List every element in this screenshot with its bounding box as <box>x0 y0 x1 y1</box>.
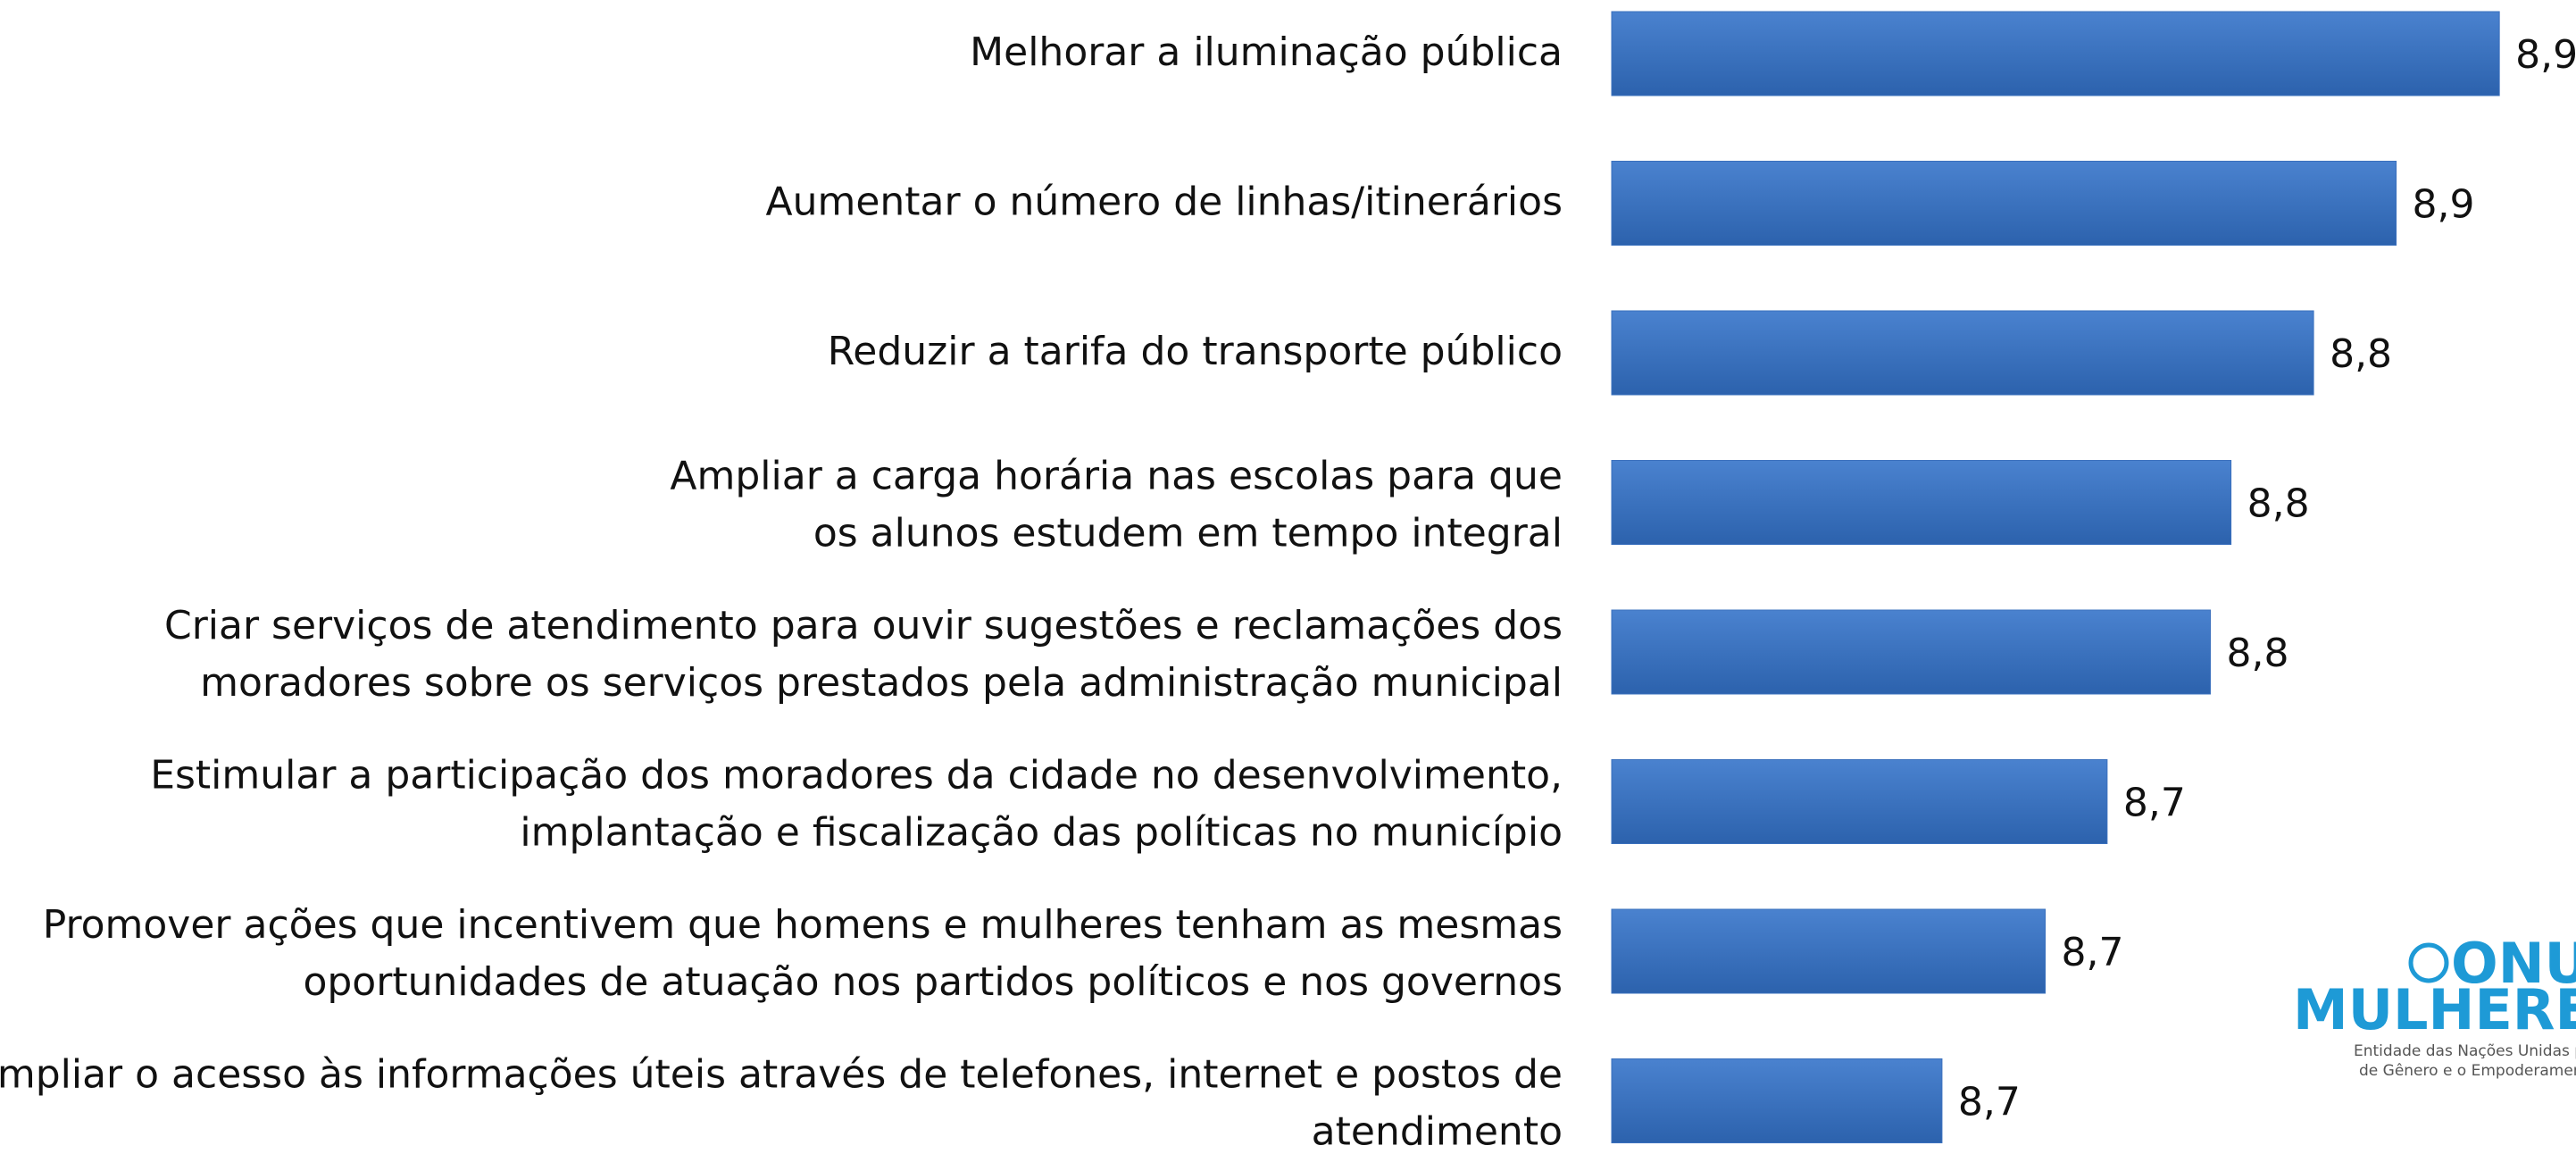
category-label: Melhorar a iluminação pública <box>970 29 1563 75</box>
value-label: 8,7 <box>2062 930 2124 975</box>
bar <box>1611 908 2047 994</box>
bar <box>1611 310 2314 396</box>
logo-subtext: Entidade das Nações Unidas para <box>2354 1042 2576 1060</box>
value-label: 8,8 <box>2226 631 2288 676</box>
category-label: moradores sobre os serviços prestados pe… <box>200 660 1563 706</box>
value-label: 8,7 <box>1958 1080 2021 1125</box>
category-label: Criar serviços de atendimento para ouvir… <box>164 603 1563 648</box>
category-label: Ampliar a carga horária nas escolas para… <box>670 454 1563 499</box>
category-label: Estimular a participação dos moradores d… <box>150 753 1563 799</box>
bar <box>1611 161 2397 246</box>
category-label: implantação e fiscalização das políticas… <box>520 810 1563 856</box>
bar <box>1611 1058 1943 1143</box>
bar <box>1611 460 2232 545</box>
value-label: 8,9 <box>2413 182 2475 228</box>
logo-text: MULHERES <box>2293 977 2576 1042</box>
category-label: oportunidades de atuação nos partidos po… <box>303 959 1563 1005</box>
category-label: Aumentar o número de linhas/itinerários <box>765 180 1563 225</box>
value-label: 8,9 <box>2515 32 2576 78</box>
category-label: Reduzir a tarifa do transporte público <box>828 329 1563 374</box>
bar <box>1611 609 2211 695</box>
value-label: 8,8 <box>2330 331 2392 377</box>
logo-subtext: de Gênero e o Empoderamento d <box>2359 1062 2576 1080</box>
logo-emblem <box>2408 942 2449 983</box>
logo-text: ONU <box>2451 931 2576 996</box>
value-label: 8,7 <box>2123 781 2186 826</box>
category-label: Promover ações que incentivem que homens… <box>43 902 1563 948</box>
bar <box>1611 11 2500 96</box>
bar <box>1611 759 2108 844</box>
value-label: 8,8 <box>2247 481 2310 527</box>
category-label: atendimento <box>1312 1109 1563 1154</box>
category-label: os alunos estudem em tempo integral <box>813 511 1563 556</box>
logo: ONU MULHERES Entidade das Nações Unidas … <box>2293 931 2576 1080</box>
category-label: Ampliar o acesso às informações úteis at… <box>0 1052 1563 1098</box>
